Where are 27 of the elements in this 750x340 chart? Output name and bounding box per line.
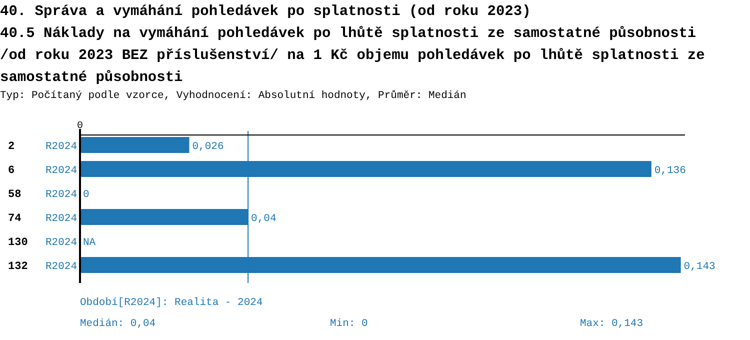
text: Max: 0,143 [580,318,644,330]
y-tick-label: 6 [8,165,15,177]
chart-subtitle: 40.5 Náklady na vymáhání pohledávek po lhůtě splatnosti ze samostatné působnosti /od roku 2023 BEZ příslušenství/ na 1 Kč objemu pohledávek po lhůtě splatnosti ze samostatné působnosti [0,26,705,86]
y-tick-label: 58 [8,189,22,201]
text: R2024 [45,189,77,201]
data-label: 0,136 [654,165,686,177]
text: R2024 [45,213,77,225]
text: R2024 [45,165,77,177]
data-label: 0,143 [684,261,716,273]
text: R2024 [45,237,77,249]
data-label: 0,026 [192,141,224,153]
data-label: 0,04 [251,213,276,225]
text: Typ: Počítaný podle vzorce, Vyhodnocení: Absolutní hodnoty, Průměr: Medián [0,90,466,102]
chart-title: 40. Správa a vymáhání pohledávek po splatnosti (od roku 2023) [0,4,531,20]
data-label: 0 [83,189,90,201]
bar [80,137,190,153]
text: Období[R2024]: Realita - 2024 [80,297,263,309]
y-tick-label: 2 [8,141,15,153]
y-tick-label: 132 [8,261,28,273]
series-label: R2024 [45,141,77,153]
y-tick-label: 130 [8,237,28,249]
text: NA [83,237,96,249]
y-tick-label: 74 [8,213,22,225]
text: R2024 [45,261,77,273]
text: Min: 0 [330,318,368,330]
annotation: 0 [76,121,84,132]
text: Medián: 0,04 [80,318,156,330]
